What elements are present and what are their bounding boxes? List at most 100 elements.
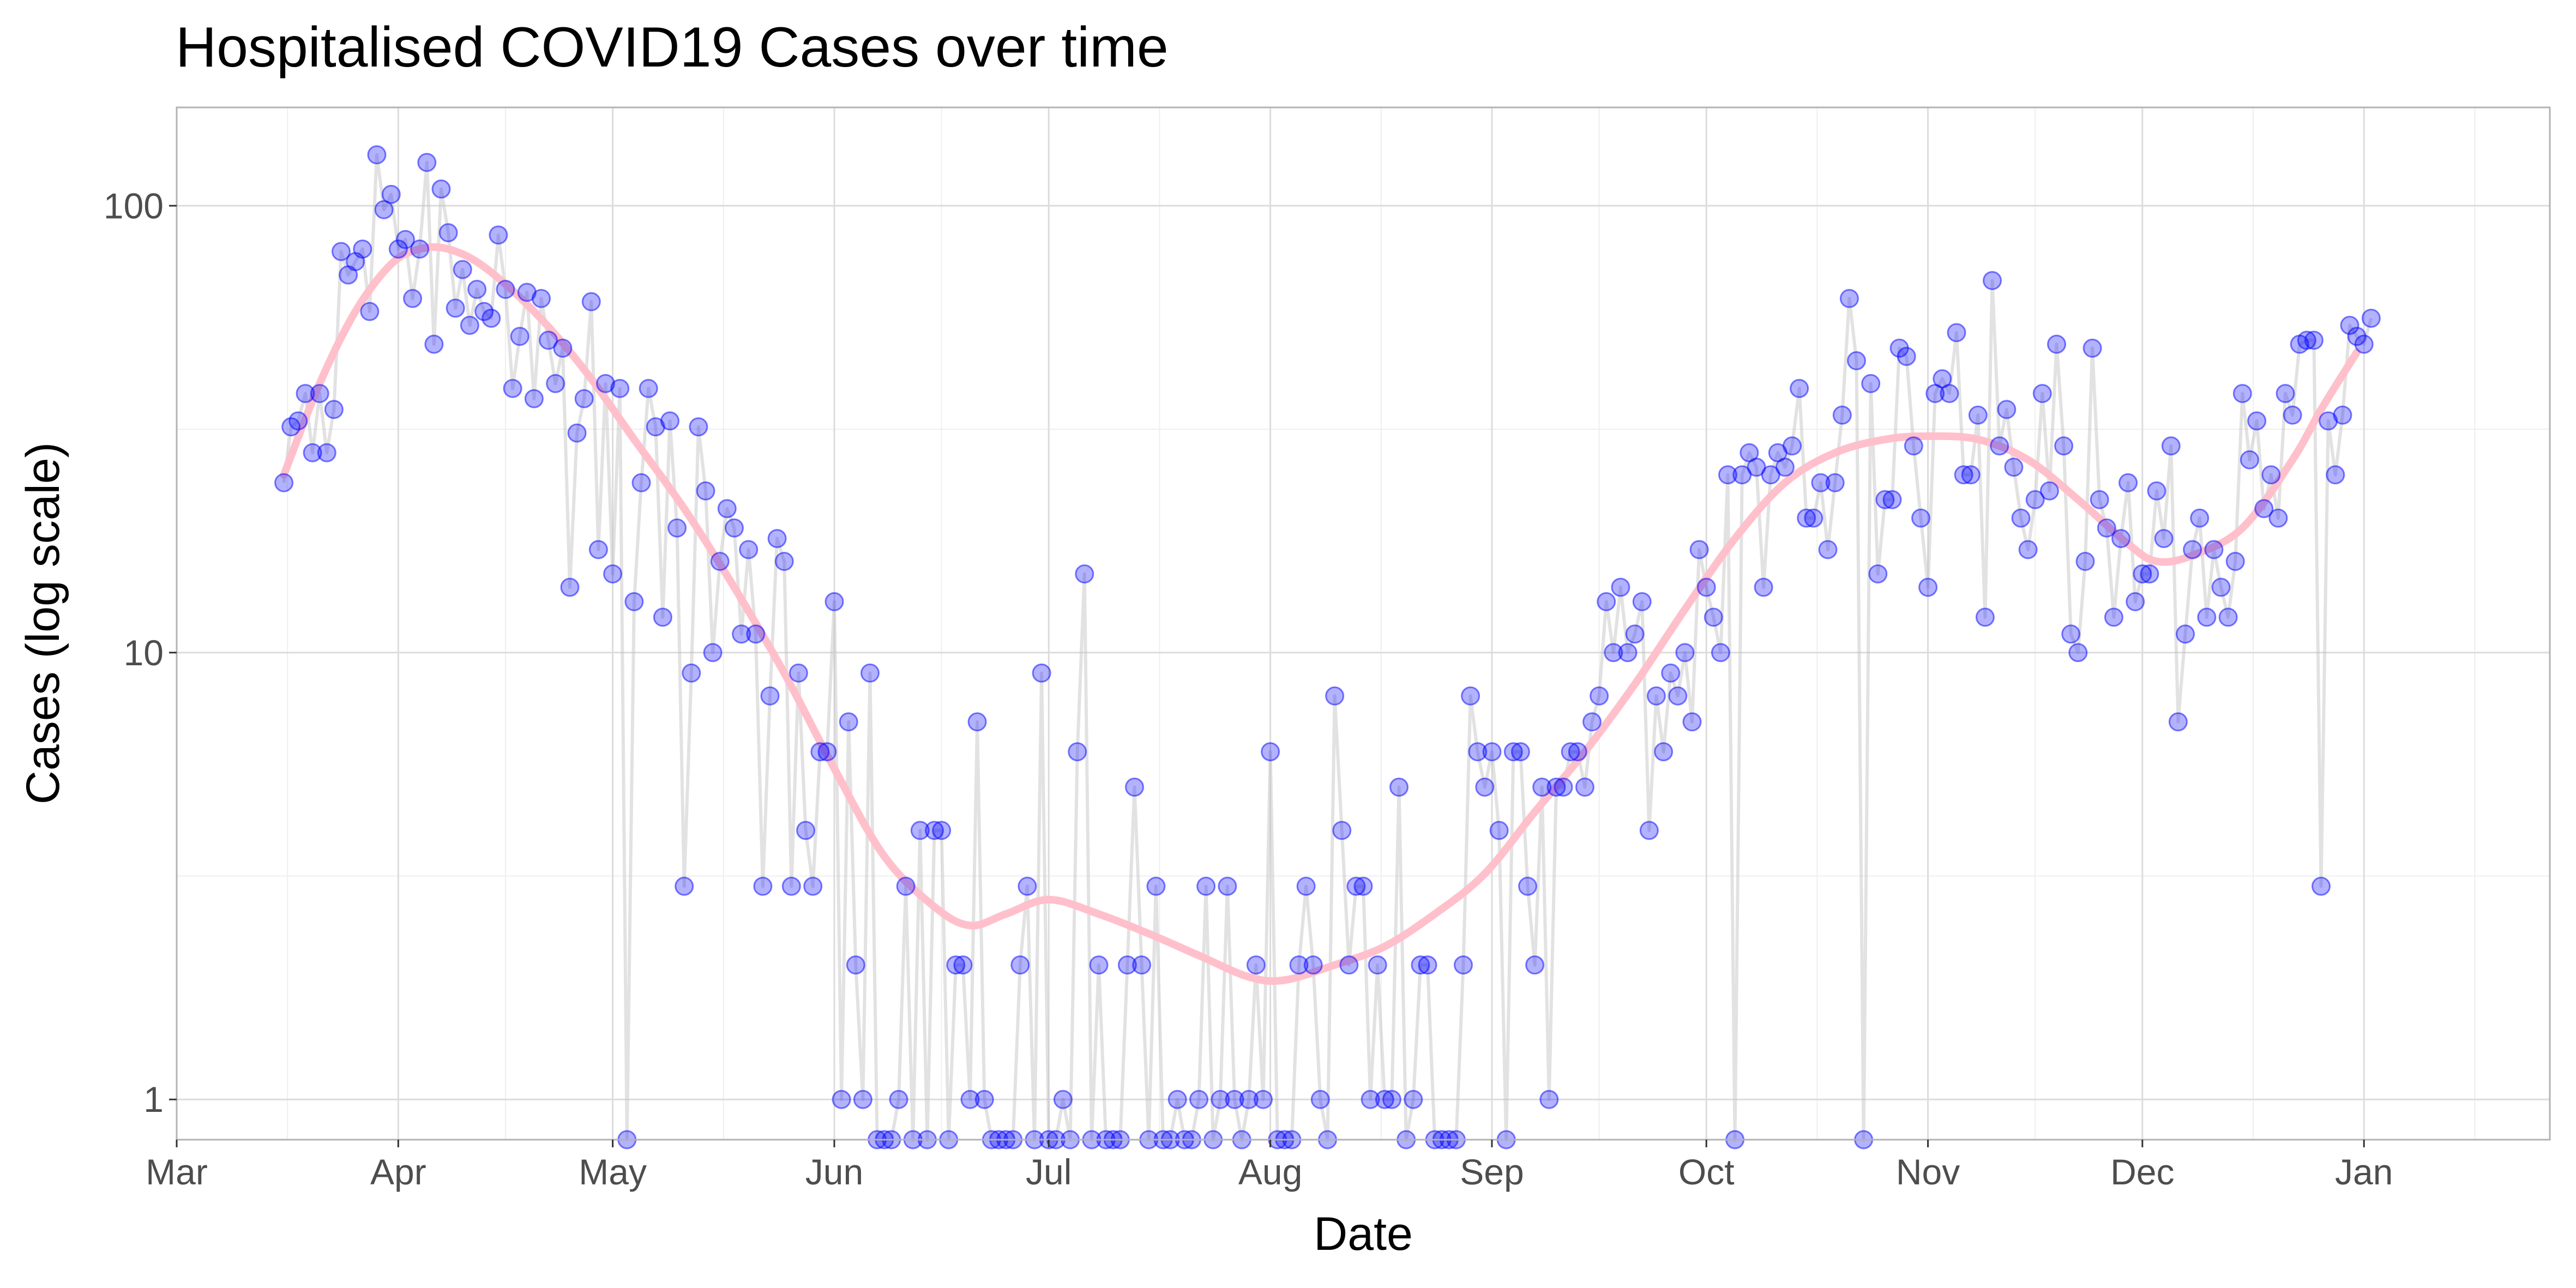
data-point <box>1825 473 1845 492</box>
data-point <box>1868 564 1888 583</box>
data-point <box>932 821 952 840</box>
data-point <box>1332 821 1352 840</box>
data-point <box>1361 1090 1380 1109</box>
data-point <box>1940 384 1959 404</box>
data-point <box>2047 334 2066 354</box>
data-point <box>767 529 787 549</box>
data-point <box>1246 955 1266 975</box>
data-point <box>524 389 544 408</box>
data-point <box>1296 876 1316 896</box>
data-point <box>1261 742 1280 762</box>
data-point <box>1568 742 1587 762</box>
data-point <box>560 577 580 597</box>
data-point <box>1310 1090 1330 1109</box>
data-point <box>2240 450 2259 470</box>
data-point <box>817 742 837 762</box>
data-point <box>2161 436 2181 456</box>
data-point <box>1668 686 1688 706</box>
data-point <box>1482 742 1502 762</box>
y-axis-title: Cases (log scale) <box>17 442 69 804</box>
data-point <box>1339 955 1359 975</box>
data-point <box>424 334 444 354</box>
data-point <box>574 389 594 408</box>
data-point <box>1032 663 1051 683</box>
data-point <box>396 230 415 249</box>
data-point <box>1075 564 1094 583</box>
data-point <box>1625 624 1645 644</box>
data-point <box>710 552 730 571</box>
x-tick-label: Jan <box>2335 1152 2393 1192</box>
x-tick-label: Mar <box>146 1152 208 1192</box>
data-point <box>796 821 815 840</box>
x-tick-label: Sep <box>1460 1152 1524 1192</box>
data-point <box>910 821 930 840</box>
data-point <box>288 411 308 431</box>
data-point <box>1382 1090 1401 1109</box>
data-point <box>2061 624 2081 644</box>
data-point <box>774 552 794 571</box>
data-point <box>846 955 865 975</box>
data-point <box>2304 330 2324 350</box>
x-axis-title: Date <box>1314 1208 1413 1260</box>
data-point <box>2140 564 2159 583</box>
data-point <box>746 624 766 644</box>
data-point <box>1368 955 1387 975</box>
data-point <box>2004 458 2024 477</box>
data-point <box>824 592 844 611</box>
data-point <box>810 742 830 762</box>
data-point <box>953 955 973 975</box>
x-tick-label: Oct <box>1678 1152 1735 1192</box>
data-point <box>610 378 630 398</box>
data-point <box>2225 552 2245 571</box>
data-point <box>503 378 522 398</box>
data-point <box>803 876 823 896</box>
data-point <box>1797 508 1816 528</box>
data-point <box>1189 1090 1208 1109</box>
data-point <box>960 1090 980 1109</box>
data-point <box>1468 742 1488 762</box>
data-point <box>639 378 658 398</box>
data-point <box>853 1090 872 1109</box>
data-point <box>2232 384 2252 404</box>
data-point <box>2168 712 2188 732</box>
data-point <box>2197 607 2217 627</box>
data-point <box>1518 876 1537 896</box>
data-point <box>1654 742 1674 762</box>
data-point <box>2333 405 2352 425</box>
y-tick-label: 100 <box>104 185 164 226</box>
data-point <box>410 239 430 259</box>
data-point <box>353 239 372 259</box>
grid-minor <box>177 107 2550 1140</box>
data-point <box>1618 643 1638 663</box>
data-point <box>374 200 394 219</box>
x-axis-ticks: Mar Apr May Jun Jul Aug Sep Oct Nov Dec Jan <box>146 1140 2393 1192</box>
data-point <box>2247 411 2267 431</box>
data-point <box>1790 378 1809 398</box>
data-point <box>2268 508 2288 528</box>
data-point <box>360 302 380 321</box>
data-point <box>682 663 701 683</box>
data-point <box>2211 577 2231 597</box>
data-point <box>467 280 487 299</box>
data-point <box>2183 540 2202 559</box>
data-point <box>1947 323 1966 342</box>
data-point <box>1411 955 1430 975</box>
data-point <box>1997 400 2017 419</box>
data-point <box>1125 778 1144 797</box>
data-point <box>1196 876 1216 896</box>
data-point <box>1404 1090 1423 1109</box>
data-point <box>1117 955 1137 975</box>
data-point <box>1303 955 1323 975</box>
data-point <box>303 443 322 462</box>
data-point <box>1132 955 1152 975</box>
data-point <box>1775 458 1795 477</box>
data-point <box>1904 436 1923 456</box>
data-point <box>1689 540 1709 559</box>
data-point <box>1375 1090 1394 1109</box>
data-point <box>1990 436 2009 456</box>
data-point <box>1968 405 1988 425</box>
data-point <box>946 955 966 975</box>
data-point <box>1847 351 1866 370</box>
data-point <box>1546 778 1566 797</box>
data-point <box>2204 540 2224 559</box>
